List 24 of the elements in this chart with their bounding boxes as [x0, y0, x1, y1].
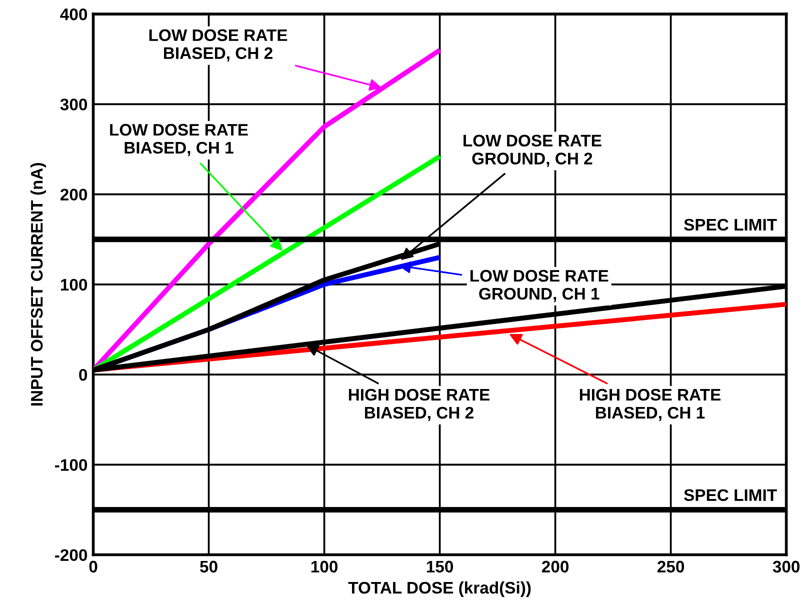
y-tick-label: 100	[60, 278, 88, 291]
y-tick-label: 300	[60, 98, 88, 110]
y-tick-label: 0	[79, 368, 88, 381]
x-tick-label: 0	[89, 560, 98, 573]
ref-line-label: SPEC LIMIT	[684, 489, 777, 502]
annotation: HIGH DOSE RATE BIASED, CH 1	[580, 388, 721, 422]
y-tick-label: -100	[55, 459, 88, 471]
annotation: LOW DOSE RATE BIASED, CH 2	[149, 29, 288, 62]
y-tick-label: -200	[55, 549, 88, 561]
ref-line-label: SPEC LIMIT	[684, 218, 777, 231]
x-axis-title: TOTAL DOSE (krad(Si))	[348, 581, 531, 597]
annotation: HIGH DOSE RATE BIASED, CH 2	[348, 388, 490, 422]
annotation: LOW DOSE RATE GROUND, CH 1	[470, 270, 608, 302]
annotation: LOW DOSE RATE GROUND, CH 2	[464, 134, 602, 167]
x-tick-label: 250	[657, 560, 684, 573]
x-tick-label: 100	[311, 560, 338, 573]
x-tick-label: 200	[542, 560, 569, 573]
x-tick-label: 150	[426, 560, 454, 573]
y-tick-label: 200	[60, 188, 88, 200]
annotation: LOW DOSE RATE BIASED, CH 1	[110, 124, 248, 156]
y-axis-title: INPUT OFFSET CURRENT (nA)	[30, 163, 46, 406]
x-tick-label: 300	[772, 560, 800, 573]
y-tick-label: 400	[60, 8, 88, 20]
x-tick-label: 50	[200, 560, 218, 573]
